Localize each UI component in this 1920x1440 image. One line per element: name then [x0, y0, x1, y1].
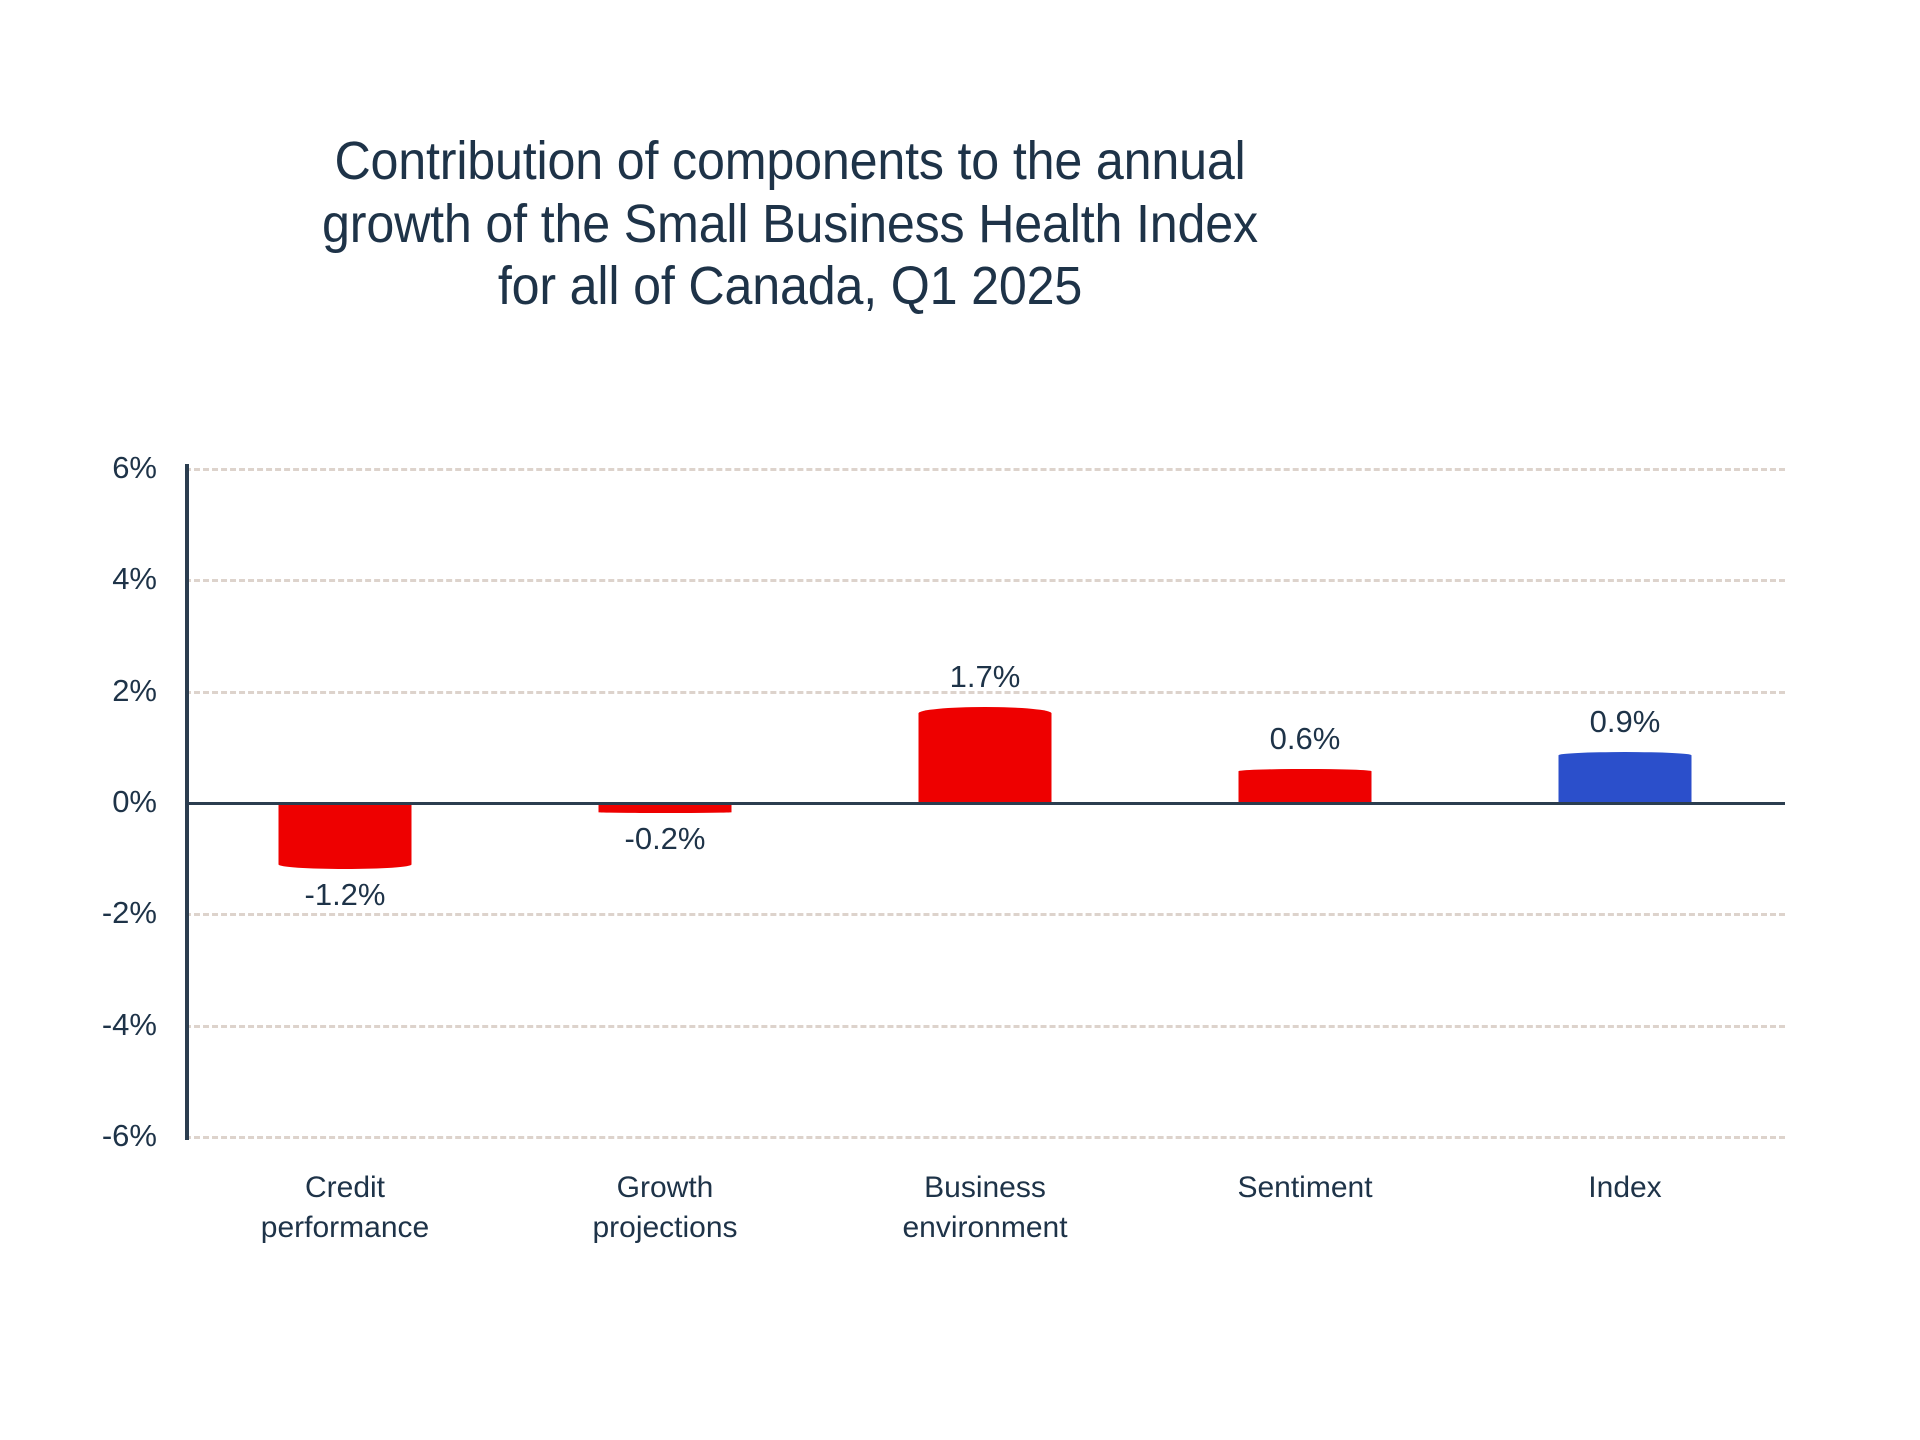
- page-title: Contribution of components to the annual…: [322, 131, 1258, 317]
- gridline: [185, 1024, 1785, 1028]
- bar-group: -0.2% Growth projections: [505, 468, 825, 1244]
- bar-mark[interactable]: [918, 707, 1052, 802]
- bar-mark[interactable]: [1238, 768, 1372, 802]
- bar-value-label: 0.9%: [1589, 703, 1661, 739]
- x-axis-category-label: Sentiment: [1237, 1171, 1373, 1204]
- gridline: [185, 1136, 1785, 1139]
- y-axis-tick-label: -2%: [101, 895, 157, 931]
- bar-mark[interactable]: [598, 802, 732, 814]
- bar-group: 0.6% Sentiment: [1145, 468, 1465, 1204]
- y-axis-line: [185, 464, 189, 1140]
- bar-value-label: -1.2%: [304, 876, 386, 912]
- zero-baseline: [185, 802, 1785, 805]
- x-axis-category-label: Credit performance: [260, 1171, 430, 1244]
- bar-mark[interactable]: [278, 802, 412, 869]
- x-axis-category-label: Index: [1588, 1171, 1662, 1204]
- y-axis-tick-label: 4%: [112, 561, 157, 597]
- y-axis-tick-label: 0%: [112, 784, 157, 819]
- x-axis-category-label: Business environment: [902, 1171, 1068, 1244]
- bar-mark[interactable]: [1558, 751, 1692, 802]
- y-axis-tick-labels: 6% 4% 2% 0% -2% -4% -6%: [37, 450, 157, 1153]
- bar-value-label: 0.6%: [1269, 720, 1341, 756]
- y-axis-tick-label: -6%: [101, 1118, 157, 1153]
- gridline: [185, 913, 1785, 917]
- gridline: [185, 690, 1785, 694]
- bar-value-label: -0.2%: [624, 821, 706, 857]
- gridline: [185, 579, 1785, 583]
- bar-value-label: 1.7%: [949, 659, 1021, 695]
- y-axis-tick-label: 6%: [112, 450, 157, 485]
- x-axis-category-label: Growth projections: [592, 1171, 738, 1244]
- bar-group: 0.9% Index: [1465, 468, 1785, 1204]
- bar-group: 1.7% Business environment: [825, 468, 1145, 1243]
- gridline: [185, 468, 1785, 471]
- bar-group: -1.2% Credit performance: [185, 468, 505, 1244]
- y-axis-tick-label: -4%: [101, 1006, 157, 1042]
- plot-area: 6% 4% 2% 0% -2% -4% -6% -1.2% Credit performanc…: [102, 450, 1785, 1244]
- y-axis-tick-label: 2%: [112, 672, 157, 708]
